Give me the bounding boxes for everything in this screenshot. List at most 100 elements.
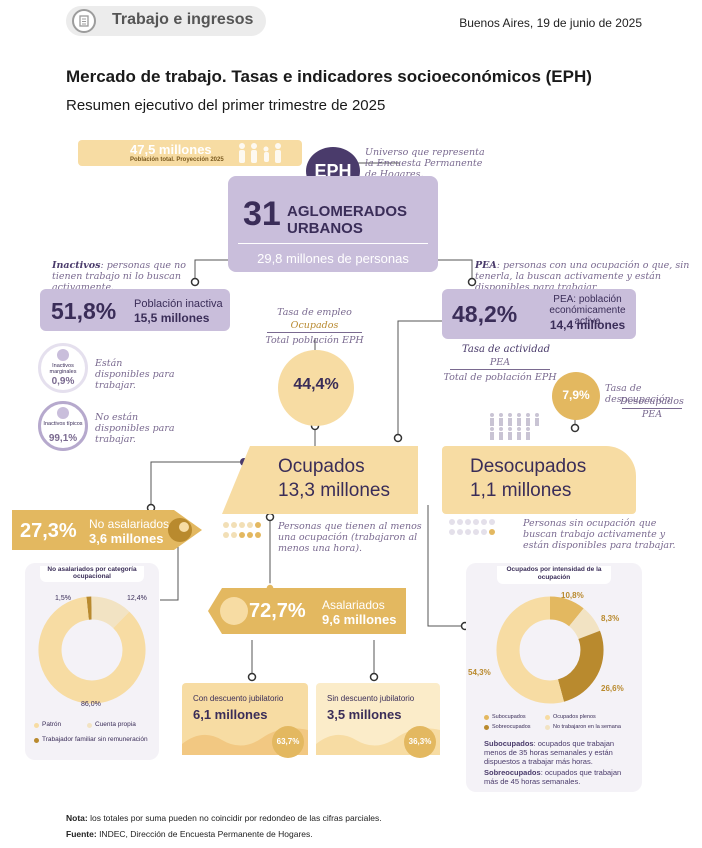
donut-right-label-b: 8,3% — [601, 614, 620, 623]
unemployment-rate-title: Tasa de desocupación — [605, 383, 671, 405]
fraction-line — [450, 369, 550, 370]
unemployed-value: 1,1 millones — [470, 480, 572, 501]
employed-note: Personas que tienen al menos una ocupaci… — [278, 521, 422, 554]
inactive-pct: 51,8% — [51, 298, 117, 324]
employment-rate-num: Ocupados — [290, 320, 339, 331]
with-pension-label: Con descuento jubilatorio — [193, 694, 284, 703]
inactive-note: Inactivos: personas que no tienen trabaj… — [52, 260, 186, 293]
footer-note: Nota: los totales por suma pueden no coi… — [66, 813, 382, 823]
pea-label: PEA: población económicamente activa — [549, 294, 626, 327]
legend-label: Ocupados plenos — [553, 714, 596, 720]
without-pension-pct: 36,3% — [408, 737, 432, 746]
typical-note: No están disponibles para trabajar. — [95, 412, 175, 445]
activity-rate-title: Tasa de actividad — [462, 344, 551, 355]
legend-swatch — [34, 738, 39, 743]
pea-value: 14,4 millones — [549, 318, 626, 332]
legend-swatch — [484, 715, 489, 720]
marginal-pct: 0,9% — [51, 376, 75, 387]
with-pension-value: 6,1 millones — [193, 707, 268, 722]
with-pension-pct: 63,7% — [276, 737, 300, 746]
employment-rate-title: Tasa de empleo — [277, 307, 352, 318]
donut-right-label-a: 10,8% — [561, 591, 584, 600]
donut-right-label-d: 54,3% — [468, 668, 491, 677]
without-pension-pct-circle — [404, 726, 436, 758]
donut-left-title: No asalariados por categoría ocupacional — [47, 566, 137, 580]
inactive-value: 15,5 millones — [134, 311, 210, 325]
legend-swatch — [87, 723, 92, 728]
legend-swatch — [545, 715, 550, 720]
employed-panel — [222, 446, 418, 514]
legend-label: Cuenta propia — [95, 721, 136, 728]
donut-right-label-c: 26,6% — [601, 684, 624, 693]
eph-persons: 29,8 millones de personas — [257, 251, 409, 266]
legend-swatch — [34, 723, 39, 728]
non-salaried-panel — [12, 510, 202, 550]
non-salaried-value: 3,6 millones — [89, 531, 164, 546]
aglomerados-number: 31 — [243, 195, 281, 233]
legend-swatch — [545, 725, 550, 730]
unemployed-note: Personas sin ocupación que buscan trabaj… — [523, 518, 676, 551]
legend-swatch — [484, 725, 489, 730]
activity-rate-num: PEA — [489, 357, 511, 368]
legend-label: Patrón — [42, 721, 62, 728]
legend-label: Trabajador familiar sin remuneración — [42, 736, 148, 743]
aglomerados-line2: URBANOS — [287, 220, 363, 237]
unemployment-rate-value: 7,9% — [562, 388, 590, 402]
marginal-note: Están disponibles para trabajar. — [95, 358, 175, 391]
salaried-value: 9,6 millones — [322, 612, 397, 627]
pea-note: PEA: personas con una ocupación o que, s… — [475, 260, 690, 293]
without-pension-value: 3,5 millones — [327, 707, 402, 722]
activity-rate-den: Total de población EPH — [443, 372, 557, 383]
non-salaried-pct: 27,3% — [20, 520, 77, 542]
card-title-tab — [40, 566, 144, 582]
fraction-line — [622, 408, 682, 409]
unemployed-panel — [442, 446, 636, 514]
pea-pct: 48,2% — [452, 301, 518, 327]
employed-value: 13,3 millones — [278, 480, 390, 501]
aglomerados-line1: AGLOMERADOS — [287, 203, 407, 220]
fraction-line — [267, 332, 362, 333]
unemployment-rate-num: Desocupados — [620, 396, 684, 407]
people-icon — [239, 143, 281, 163]
pea-panel — [442, 289, 636, 339]
unemployment-rate-circle — [552, 372, 600, 420]
dot-grid-icon — [449, 519, 495, 535]
underemployed-definition: Subocupados: ocupados que trabajan menos… — [484, 739, 615, 766]
dot-grid-icon — [223, 522, 261, 538]
legend-label: Subocupados — [492, 714, 526, 720]
salaried-panel — [208, 588, 406, 634]
people-icon — [490, 413, 539, 440]
with-pension-pct-circle — [272, 726, 304, 758]
population-value: 47,5 millones — [130, 142, 212, 157]
typical-label: Inactivos típicos — [43, 421, 83, 427]
donut-right-chart — [496, 596, 604, 704]
employment-rate-value: 44,4% — [293, 376, 339, 393]
footer-source: Fuente: INDEC, Dirección de Encuesta Per… — [66, 829, 313, 839]
eph-divider — [238, 243, 428, 244]
person-icon — [57, 349, 69, 361]
page-title: Mercado de trabajo. Tasas e indicadores … — [66, 67, 592, 86]
unemployed-title: Desocupados — [470, 456, 587, 477]
without-pension-label: Sin descuento jubilatorio — [327, 694, 415, 703]
salaried-pct: 72,7% — [249, 600, 306, 622]
legend-label: No trabajaron en la semana — [553, 724, 621, 730]
salaried-label: Asalariados — [322, 598, 385, 612]
population-label: Población total. Proyección 2025 — [130, 157, 224, 163]
typical-pct: 99,1% — [48, 433, 78, 444]
document-icon — [72, 9, 96, 33]
non-salaried-label: No asalariados — [89, 517, 170, 531]
donut-left-label-b: 12,4% — [127, 595, 147, 602]
inactive-panel — [40, 289, 230, 331]
section-tag — [66, 6, 266, 36]
eph-note: Universo que representa la Encuesta Perm… — [365, 147, 485, 180]
overemployed-definition: Sobreocupados: ocupados que trabajan más… — [484, 768, 622, 786]
donut-left-label-c: 86,0% — [81, 701, 101, 708]
unemployment-rate-den: PEA — [641, 409, 663, 420]
section-tag-label: Trabajo e ingresos — [112, 11, 254, 28]
donut-left-label-a: 1,5% — [55, 595, 71, 602]
publication-date: Buenos Aires, 19 de junio de 2025 — [459, 16, 642, 30]
donut-slice — [38, 596, 146, 704]
marginal-label: Inactivos marginales — [49, 363, 77, 375]
eph-panel — [228, 176, 438, 272]
person-icon — [57, 407, 69, 419]
